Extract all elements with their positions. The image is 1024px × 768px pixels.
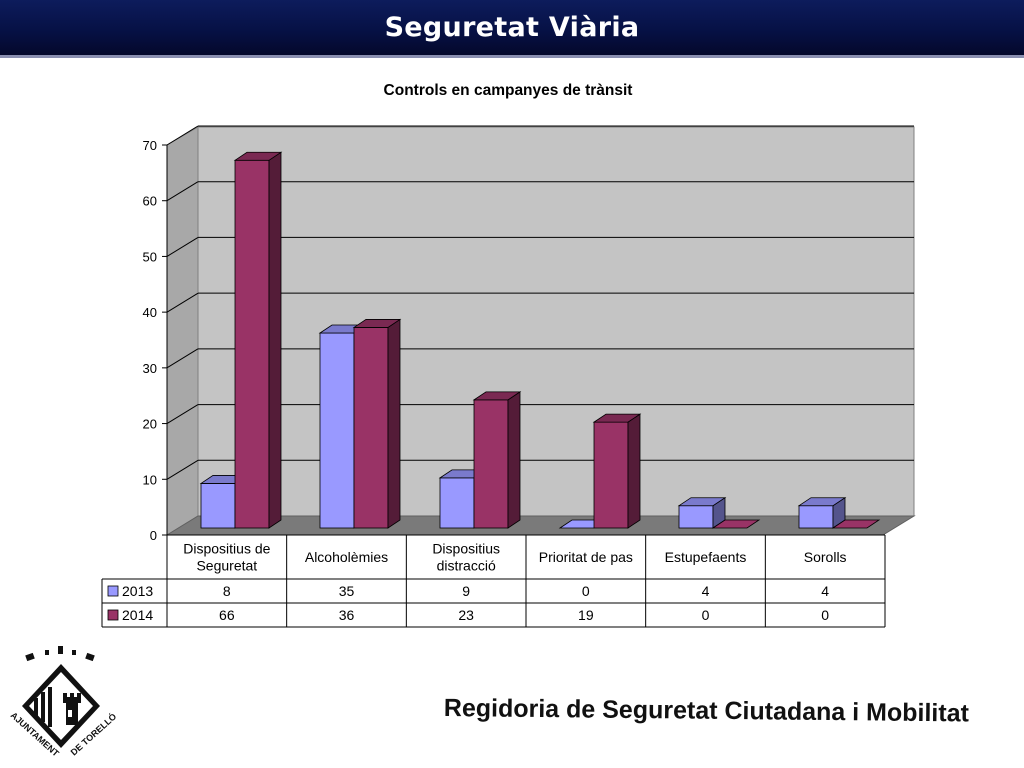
gridline	[166, 181, 199, 202]
chart-title: Controls en campanyes de trànsit	[384, 82, 633, 99]
y-tick-label: 10	[143, 472, 157, 487]
bar-2013-1	[319, 332, 355, 529]
gridline	[166, 404, 199, 424]
plot-side-wall	[166, 126, 199, 536]
y-tick-label: 0	[150, 528, 157, 543]
bar-2014-0-side	[268, 151, 282, 529]
data-label: 66	[219, 607, 235, 623]
bar-2013-4	[678, 505, 714, 529]
y-tick-label: 20	[143, 417, 157, 432]
category-label: Prioritat de pas	[539, 549, 633, 565]
y-tick-label: 70	[143, 138, 157, 153]
legend-swatch-2014	[107, 609, 119, 621]
category-label: Seguretat	[196, 558, 257, 574]
data-label: 9	[462, 583, 470, 599]
category-label: Sorolls	[804, 549, 847, 565]
data-label: 0	[821, 607, 829, 623]
gridline	[166, 237, 199, 257]
data-label: 4	[821, 583, 829, 599]
bar-2013-0	[200, 483, 236, 529]
page-title: Seguretat Viària	[384, 12, 640, 43]
ajuntament-logo: AJUNTAMENT DE TORELLÓ	[9, 646, 118, 759]
y-tick-label: 30	[143, 361, 157, 376]
bar-2014-5	[831, 519, 881, 529]
bar-2014-4	[711, 519, 761, 529]
bar-2014-2-side	[507, 391, 521, 529]
bar-2014-0-top	[233, 151, 283, 161]
category-label: Dispositius	[432, 541, 500, 557]
bar-2014-1-side	[387, 318, 401, 529]
data-label: 4	[702, 583, 710, 599]
gridline	[166, 125, 199, 146]
legend-label-2013: 2013	[122, 583, 153, 599]
bar-2014-3-side	[627, 413, 641, 529]
bar-2013-4-top	[677, 497, 727, 507]
gridline	[166, 292, 199, 313]
bar-2013-2	[439, 477, 475, 529]
legend-label-2014: 2014	[122, 607, 153, 623]
bar-2014-3-top	[592, 413, 642, 423]
title-bar: Seguretat Viària	[0, 0, 1024, 58]
data-label: 0	[582, 583, 590, 599]
data-label: 19	[578, 607, 594, 623]
bar-2014-2	[473, 399, 509, 529]
bar-2014-1	[353, 327, 389, 529]
gridline	[166, 348, 199, 369]
category-label: Dispositius de	[183, 541, 270, 557]
plot-back-wall	[197, 126, 915, 517]
data-label: 23	[458, 607, 474, 623]
gridline	[166, 459, 199, 480]
data-label: 0	[702, 607, 710, 623]
y-tick-label: 50	[143, 249, 157, 264]
bar-2014-0	[234, 159, 270, 529]
bar-2013-5-top	[797, 497, 847, 507]
footer-text: Regidoria de Seguretat Ciutadana i Mobil…	[443, 694, 970, 728]
y-tick-label: 60	[143, 194, 157, 209]
data-label: 8	[223, 583, 231, 599]
bar-2014-2-top	[472, 391, 522, 401]
bar-2013-5	[798, 505, 834, 529]
category-label: Alcoholèmies	[305, 549, 388, 565]
data-label: 35	[339, 583, 355, 599]
legend-swatch-2013	[107, 585, 119, 597]
data-label: 36	[339, 607, 355, 623]
y-tick-label: 40	[143, 305, 157, 320]
category-label: distracció	[437, 558, 496, 574]
bar-2014-3	[593, 421, 629, 529]
category-label: Estupefaents	[665, 549, 747, 565]
bar-2014-1-top	[352, 319, 402, 328]
